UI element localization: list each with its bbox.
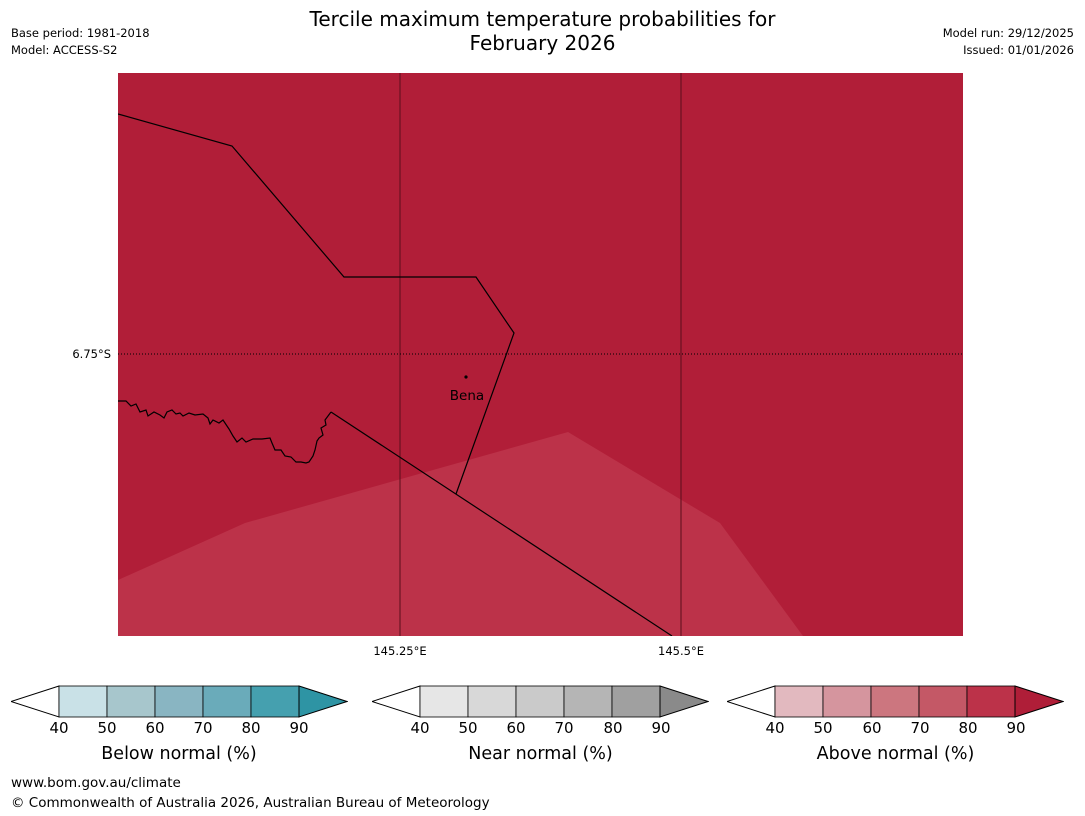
- colorbar-high-extend: [1014, 685, 1065, 718]
- colorbar-high-extend: [298, 685, 349, 718]
- above-normal-region-secondary: [118, 432, 803, 636]
- colorbar-segment: [774, 685, 824, 718]
- province-boundary-north: [118, 113, 515, 495]
- colorbar-low-extend: [725, 685, 776, 718]
- tick-label: 60: [145, 719, 165, 737]
- colorbar-segment: [515, 685, 565, 718]
- meta-left: Base period: 1981-2018 Model: ACCESS-S2: [11, 25, 150, 59]
- tick-label: 40: [765, 719, 785, 737]
- colorbar-segment: [611, 685, 661, 718]
- colorbar-segment: [250, 685, 300, 718]
- tick-label: 90: [1006, 719, 1026, 737]
- tick-label: 60: [506, 719, 526, 737]
- colorbar-near-svg: [370, 685, 710, 718]
- tick-label: 70: [193, 719, 213, 737]
- map-canvas: Bena: [118, 73, 963, 636]
- tick-label: 70: [554, 719, 574, 737]
- province-boundary-south: [330, 411, 673, 636]
- lon-label-2: 145.5°E: [658, 644, 704, 658]
- tick-label: 50: [813, 719, 833, 737]
- colorbar-segment: [106, 685, 156, 718]
- title-line-1: Tercile maximum temperature probabilitie…: [309, 7, 776, 31]
- colorbar-segment: [467, 685, 517, 718]
- tick-label: 60: [862, 719, 882, 737]
- colorbar-below-svg: [9, 685, 349, 718]
- colorbar-below-ticks: 40 50 60 70 80 90: [11, 719, 347, 739]
- town-marker[interactable]: [464, 375, 468, 379]
- colorbar-above-title: Above normal (%): [816, 744, 975, 764]
- tick-label: 80: [241, 719, 261, 737]
- colorbar-low-extend: [370, 685, 421, 718]
- map-title: Tercile maximum temperature probabilitie…: [0, 7, 1085, 55]
- colorbar-below-normal: 40 50 60 70 80 90 Below normal (%): [9, 685, 349, 780]
- colorbar-above-normal: 40 50 60 70 80 90 Above normal (%): [725, 685, 1065, 780]
- tick-label: 50: [97, 719, 117, 737]
- colorbar-near-title: Near normal (%): [468, 744, 613, 764]
- colorbar-above-ticks: 40 50 60 70 80 90: [727, 719, 1064, 739]
- tick-label: 80: [603, 719, 623, 737]
- colorbar-near-ticks: 40 50 60 70 80 90: [372, 719, 709, 739]
- model-name: Model: ACCESS-S2: [11, 43, 118, 57]
- colorbar-near-normal: 40 50 60 70 80 90 Near normal (%): [370, 685, 710, 780]
- colorbar-low-extend: [9, 685, 60, 718]
- title-line-2: February 2026: [469, 31, 616, 55]
- colorbar-segment: [822, 685, 872, 718]
- lat-label: 6.75°S: [72, 347, 111, 361]
- colorbar-segment: [870, 685, 920, 718]
- colorbar-segment: [58, 685, 108, 718]
- issued-date: Issued: 01/01/2026: [963, 43, 1074, 57]
- footer-copyright: © Commonwealth of Australia 2026, Austra…: [11, 795, 490, 811]
- tick-label: 50: [458, 719, 478, 737]
- colorbar-below-title: Below normal (%): [101, 744, 257, 764]
- tick-label: 70: [910, 719, 930, 737]
- tick-label: 40: [410, 719, 430, 737]
- colorbar-segment: [202, 685, 252, 718]
- model-run: Model run: 29/12/2025: [942, 26, 1074, 40]
- map-panel[interactable]: Bena: [118, 73, 963, 636]
- tick-label: 80: [958, 719, 978, 737]
- colorbar-segment: [563, 685, 613, 718]
- river-line: [118, 400, 332, 464]
- tick-label: 90: [289, 719, 309, 737]
- lon-label-1: 145.25°E: [373, 644, 427, 658]
- colorbar-above-svg: [725, 685, 1065, 718]
- base-period: Base period: 1981-2018: [11, 26, 150, 40]
- colorbar-segment: [154, 685, 204, 718]
- colorbar-high-extend: [659, 685, 710, 718]
- town-label: Bena: [450, 388, 484, 404]
- meta-right: Model run: 29/12/2025 Issued: 01/01/2026: [943, 25, 1074, 59]
- colorbar-segment: [419, 685, 469, 718]
- tick-label: 40: [49, 719, 69, 737]
- colorbar-segment: [966, 685, 1016, 718]
- footer-url[interactable]: www.bom.gov.au/climate: [11, 775, 181, 791]
- colorbar-segment: [918, 685, 968, 718]
- tick-label: 90: [651, 719, 671, 737]
